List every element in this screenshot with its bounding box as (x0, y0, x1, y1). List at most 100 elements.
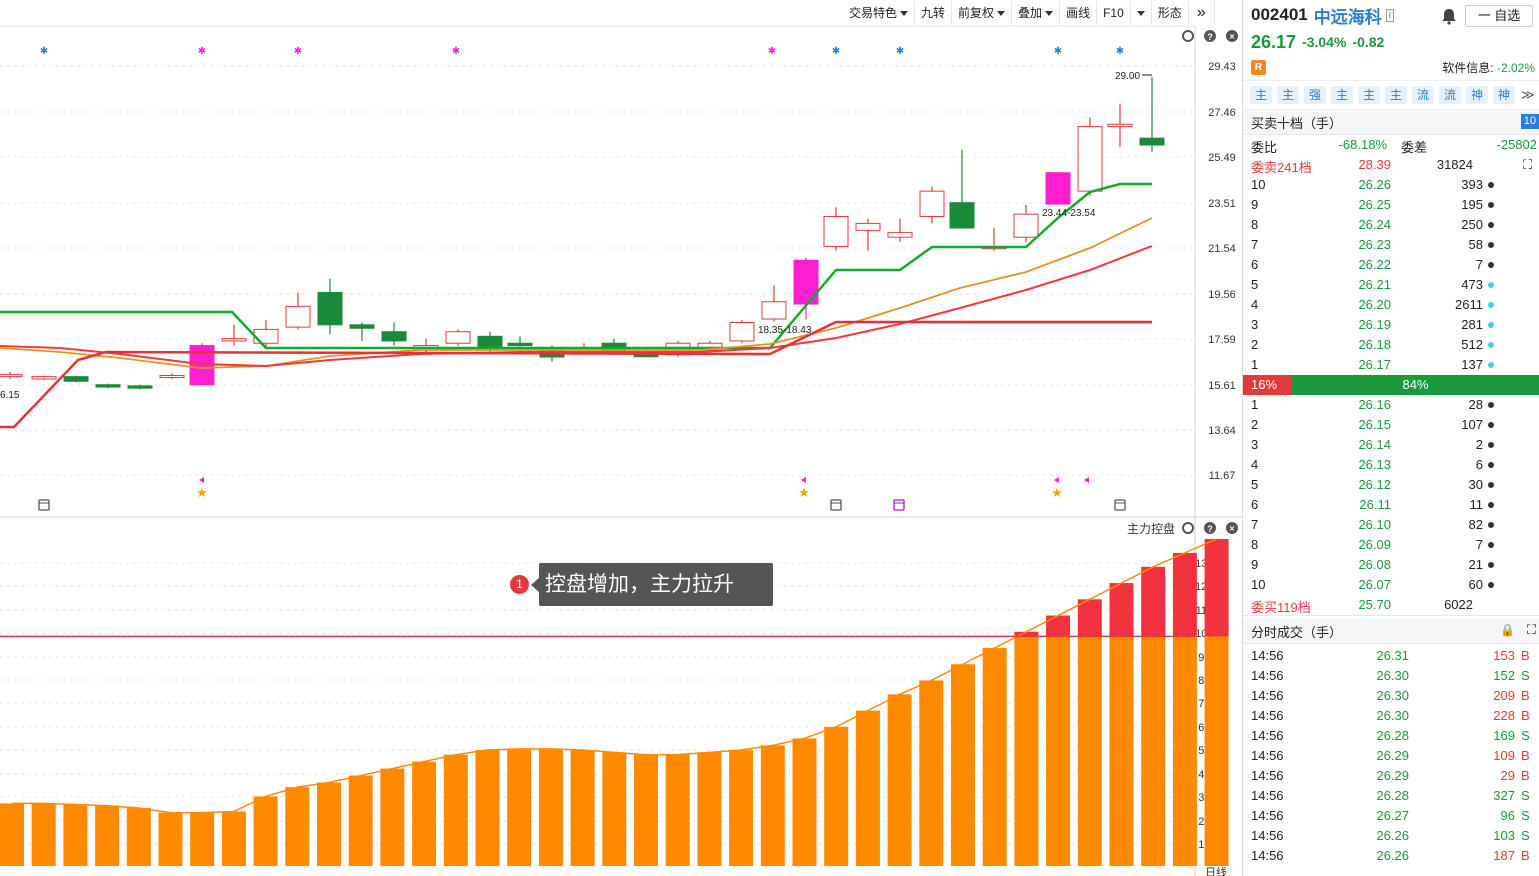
calendar-icon (1114, 499, 1126, 511)
toolbar-nine-turn[interactable]: 九转 (915, 1, 953, 25)
level-number: 6 (1251, 257, 1259, 272)
control-bar (602, 752, 627, 866)
info-icon[interactable]: i (1385, 8, 1394, 22)
add-watchlist-button[interactable]: 一 自选 (1465, 5, 1533, 27)
control-bar (855, 710, 880, 866)
control-bar (31, 803, 56, 866)
orderbook-header: 买卖十档（手） 10 (1243, 110, 1539, 135)
candle-body (793, 259, 819, 305)
toolbar-adjust[interactable]: 前复权 (952, 1, 1013, 25)
level-volume: 21 (1468, 557, 1483, 572)
candle-body (349, 324, 375, 329)
chart-area[interactable]: 交易特色 九转 前复权 叠加 画线 F10 形态 » 29.43 27.46 25.… (0, 0, 1242, 876)
level-number: 8 (1251, 537, 1259, 552)
control-bar (887, 694, 912, 866)
chevron-down-icon (1136, 10, 1145, 16)
level-number: 10 (1251, 177, 1266, 192)
feature-tag[interactable]: 神 (1493, 86, 1515, 104)
feature-tag[interactable]: 流 (1439, 86, 1461, 104)
price-tick-label: 27.46 (1208, 107, 1236, 119)
trade-row: 14:56 26.28 327 S (1243, 786, 1539, 806)
level-volume: 7 (1475, 257, 1483, 272)
price-tick-label: 11.67 (1209, 470, 1236, 482)
candle-body (127, 385, 153, 389)
trade-volume: 169 (1493, 728, 1515, 743)
feature-tag[interactable]: 主 (1277, 86, 1299, 104)
trade-side: S (1521, 668, 1530, 683)
toolbar-label: F10 (1103, 6, 1124, 20)
panel-divider[interactable] (1242, 0, 1243, 876)
dot-icon (1488, 322, 1494, 328)
stock-name[interactable]: 中远海科 (1313, 7, 1382, 27)
level-number: 8 (1251, 217, 1259, 232)
expand-icon[interactable]: ⛶ (1526, 622, 1536, 637)
level-number: 2 (1251, 337, 1259, 352)
lock-icon[interactable]: 🔒 (1500, 623, 1515, 637)
sell-levels: 10 26.26 393 9 26.25 195 8 26.24 250 7 26.23 58 6 26.… (1243, 175, 1539, 375)
control-bar (1109, 636, 1134, 866)
order-level: 6 26.11 11 (1243, 495, 1539, 515)
level-price: 26.19 (1358, 317, 1391, 332)
level-price: 26.22 (1358, 257, 1391, 272)
r-badge[interactable]: R (1251, 59, 1266, 75)
order-level: 4 26.20 2611 (1243, 295, 1539, 315)
feature-tag[interactable]: 主 (1250, 86, 1272, 104)
toolbar-trade-feature[interactable]: 交易特色 (843, 1, 916, 25)
candle-body (697, 342, 723, 351)
toolbar-f10-dropdown[interactable] (1131, 1, 1152, 25)
candlestick-chart[interactable]: 29.43 27.46 25.49 23.51 21.54 19.56 17.59 15.61… (0, 0, 1242, 876)
expand-icon[interactable]: ⛶ (1523, 157, 1533, 172)
change-amount: -0.82 (1352, 34, 1385, 50)
dot-icon (1488, 202, 1494, 208)
control-bar (507, 748, 532, 866)
flag-marker (1054, 477, 1059, 483)
order-level: 3 26.14 2 (1243, 435, 1539, 455)
order-level: 7 26.23 58 (1243, 235, 1539, 255)
level-price: 26.25 (1358, 197, 1391, 212)
control-bar (221, 811, 246, 866)
toolbar-f10[interactable]: F10 (1097, 1, 1131, 25)
chart-toolbar: 交易特色 九转 前复权 叠加 画线 F10 形态 » (843, 0, 1215, 26)
trade-volume: 153 (1493, 648, 1515, 663)
feature-tag[interactable]: 主 (1385, 86, 1407, 104)
toolbar-pattern[interactable]: 形态 (1152, 1, 1189, 25)
sell-total-volume: 31824 (1436, 157, 1473, 172)
control-bar (538, 748, 563, 866)
order-level: 3 26.19 281 (1243, 315, 1539, 335)
candle-body (949, 202, 975, 229)
calendar-icon (893, 499, 905, 511)
close-icon-glyph: × (1229, 524, 1234, 534)
feature-tag[interactable]: 主 (1331, 86, 1353, 104)
toolbar-label: 叠加 (1018, 6, 1043, 20)
signal-marker: ✱ (40, 46, 48, 57)
level-volume: 82 (1468, 517, 1483, 532)
level-number: 3 (1251, 437, 1259, 452)
toolbar-draw[interactable]: 画线 (1060, 1, 1098, 25)
support-line (0, 182, 1152, 350)
control-bar-excess (1109, 583, 1134, 637)
feature-tag[interactable]: 强 (1304, 86, 1326, 104)
weicha-value: -25802 (1496, 137, 1537, 152)
chevron-down-icon (997, 10, 1006, 16)
control-bar (1014, 636, 1039, 866)
orderbook-depth-badge[interactable]: 10 (1520, 114, 1539, 129)
software-info: 软件信息: -2.02% (1442, 59, 1535, 76)
subchart-title: 主力控盘 (1127, 522, 1176, 536)
toolbar-overlay[interactable]: 叠加 (1012, 1, 1061, 25)
feature-tag[interactable]: 流 (1412, 86, 1434, 104)
toolbar-more-button[interactable]: » (1189, 1, 1215, 25)
dot-icon (1488, 282, 1494, 288)
calendar-icon (38, 499, 50, 511)
feature-tag[interactable]: 主 (1358, 86, 1380, 104)
trade-time: 14:56 (1251, 808, 1284, 823)
feature-tag[interactable]: 神 (1466, 86, 1488, 104)
bell-icon[interactable] (1439, 6, 1459, 26)
level-price: 26.16 (1358, 397, 1391, 412)
control-bar (1204, 636, 1229, 866)
order-level: 9 26.08 21 (1243, 555, 1539, 575)
dot-icon (1488, 342, 1494, 348)
chevron-down-icon[interactable]: ≫ (1521, 87, 1535, 102)
flag-marker (1084, 477, 1089, 483)
gear-icon (1182, 522, 1194, 534)
level-volume: 393 (1461, 177, 1483, 192)
